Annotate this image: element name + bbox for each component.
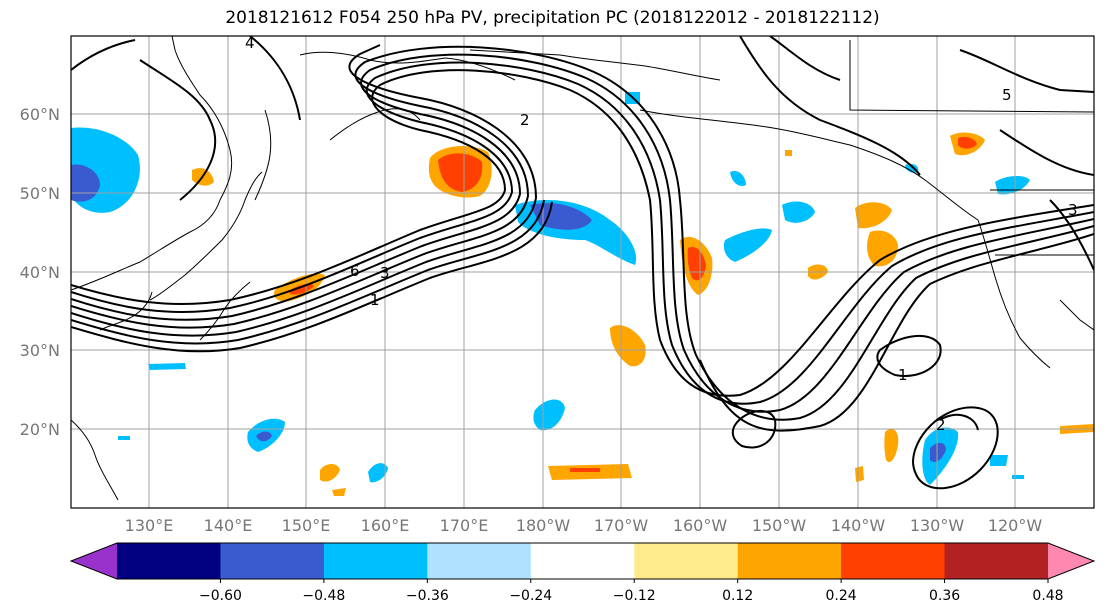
lon-label: 140°E: [204, 516, 253, 535]
colorbar-swatch: [117, 543, 221, 579]
colorbar: [69, 542, 1096, 583]
contour-label: 1: [898, 366, 908, 384]
lon-label: 170°E: [440, 516, 489, 535]
lon-label: 170°W: [594, 516, 649, 535]
longitude-labels: 130°E 140°E 150°E 160°E 170°E 180°W 170°…: [125, 516, 1043, 535]
colorbar-swatch: [944, 543, 1049, 579]
lon-label: 140°W: [831, 516, 886, 535]
lon-label: 120°W: [988, 516, 1043, 535]
colorbar-tick-labels: −0.60 −0.48 −0.36 −0.24 −0.12 0.12 0.24 0.36 0.4…: [199, 588, 1064, 601]
coastlines: [71, 36, 1094, 501]
latitude-labels: 60°N 50°N 40°N 30°N 20°N: [20, 105, 60, 439]
lat-label: 20°N: [20, 420, 60, 439]
lon-label: 180°W: [516, 516, 571, 535]
contour-labels: 4 2 3 5 6 1 2 1 3: [245, 34, 1078, 434]
contour-label: 2: [520, 111, 530, 129]
lon-label: 150°E: [282, 516, 331, 535]
contour-label: 2: [936, 416, 946, 434]
colorbar-tick-label: −0.24: [509, 588, 552, 601]
lat-label: 60°N: [20, 105, 60, 124]
colorbar-extend-high: [1048, 543, 1094, 579]
map-gridlines: [71, 36, 1094, 508]
colorbar-swatch: [841, 543, 946, 579]
colorbar-tick-label: −0.12: [613, 588, 656, 601]
lon-label: 160°E: [361, 516, 410, 535]
lat-label: 50°N: [20, 184, 60, 203]
map-frame: [70, 35, 1095, 509]
colorbar-extend-low: [71, 543, 117, 579]
map-panel: 4 2 3 5 6 1 2 1 3: [71, 34, 1094, 508]
pv-contours: [71, 36, 1094, 490]
colorbar-tick-label: 0.12: [722, 588, 753, 601]
colorbar-tick-label: −0.60: [199, 588, 242, 601]
figure-title: 2018121612 F054 250 hPa PV, precipitatio…: [225, 8, 880, 28]
contour-label: 5: [1002, 86, 1012, 104]
contour-label: 6: [350, 262, 360, 280]
lat-label: 30°N: [20, 341, 60, 360]
positive-anomaly-shading: [192, 132, 1094, 496]
colorbar-swatch: [427, 543, 532, 579]
colorbar-swatch: [220, 543, 325, 579]
contour-label: 3: [1068, 201, 1078, 219]
colorbar-swatch: [634, 543, 739, 579]
lon-label: 130°W: [910, 516, 965, 535]
lat-label: 40°N: [20, 263, 60, 282]
colorbar-tick-label: 0.48: [1032, 588, 1063, 601]
colorbar-swatch: [323, 543, 428, 579]
colorbar-tick-label: 0.36: [929, 588, 960, 601]
colorbar-swatch: [737, 543, 842, 579]
colorbar-swatch: [530, 543, 635, 579]
lon-label: 160°W: [673, 516, 728, 535]
colorbar-tick-label: −0.48: [302, 588, 345, 601]
contour-label: 3: [380, 264, 390, 282]
contour-label: 1: [370, 291, 380, 309]
colorbar-tick-label: −0.36: [406, 588, 449, 601]
colorbar-tick-label: 0.24: [826, 588, 857, 601]
lon-label: 130°E: [125, 516, 174, 535]
contour-label: 4: [245, 34, 255, 52]
lon-label: 150°W: [752, 516, 807, 535]
